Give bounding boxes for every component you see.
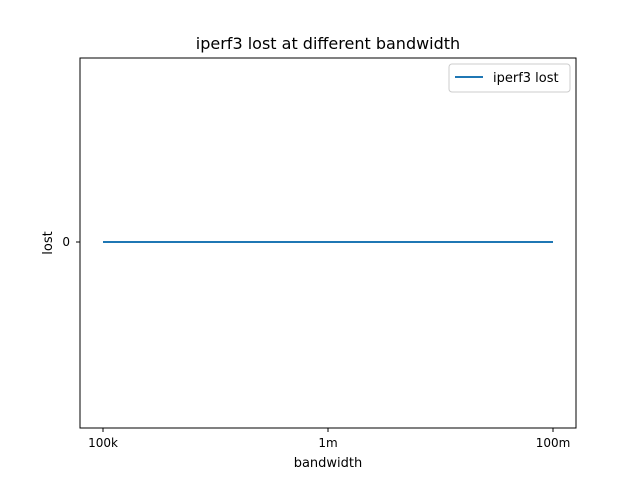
x-axis-label: bandwidth [294, 456, 363, 471]
legend: iperf3 lost [448, 63, 571, 93]
y-tick-label: 0 [62, 235, 70, 249]
y-axis-label: lost [41, 231, 56, 254]
legend-box [448, 63, 571, 93]
y-axis: 0 [62, 235, 80, 249]
x-axis: 100k 1m 100m [88, 428, 570, 450]
legend-label: iperf3 lost [493, 71, 559, 86]
x-tick-label: 100m [536, 436, 571, 450]
chart-title: iperf3 lost at different bandwidth [196, 34, 460, 53]
x-tick-label: 1m [318, 436, 337, 450]
x-tick-label: 100k [88, 436, 118, 450]
